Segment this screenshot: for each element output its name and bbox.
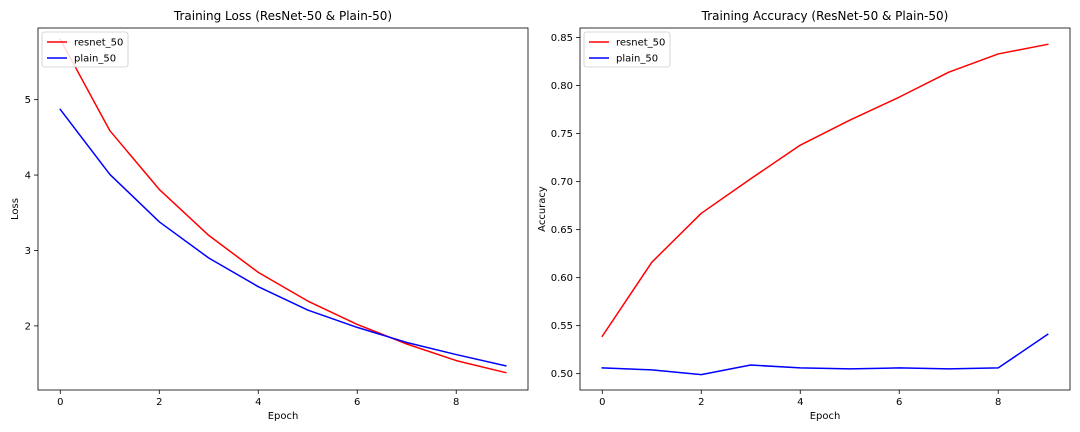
- x-tick-label: 6: [896, 397, 902, 408]
- x-tick-label: 2: [156, 397, 162, 408]
- y-tick-label: 4: [25, 171, 31, 182]
- series-line-resnet_50: [59, 38, 507, 374]
- x-tick-label: 6: [354, 397, 360, 408]
- plot-frame: [37, 27, 529, 391]
- y-tick-label: 0.55: [551, 321, 573, 332]
- legend-label-resnet_50: resnet_50: [74, 38, 123, 49]
- x-tick-label: 8: [453, 397, 459, 408]
- y-axis-label: Loss: [10, 198, 21, 220]
- x-axis-label: Epoch: [810, 411, 841, 422]
- chart-1: Training Loss (ResNet-50 & Plain-50) 0 2 4 6…: [10, 9, 529, 422]
- plot-frame: [579, 27, 1071, 391]
- x-axis-label: Epoch: [268, 411, 299, 422]
- y-axis-label: Accuracy: [537, 186, 548, 232]
- chart-2: Training Accuracy (ResNet-50 & Plain-50)…: [537, 9, 1071, 422]
- y-tick-label: 0.50: [551, 369, 573, 380]
- chart-title: Training Accuracy (ResNet-50 & Plain-50): [701, 9, 949, 23]
- y-tick-label: 0.80: [551, 81, 573, 92]
- y-tick-label: 0.75: [551, 129, 573, 140]
- x-tick-label: 2: [698, 397, 704, 408]
- x-tick-label: 4: [797, 397, 803, 408]
- legend-label-plain_50: plain_50: [616, 54, 658, 65]
- legend-label-resnet_50: resnet_50: [616, 38, 665, 49]
- x-tick-label: 0: [599, 397, 605, 408]
- y-tick-label: 3: [25, 246, 31, 257]
- legend: resnet_50 plain_50: [41, 31, 129, 68]
- series-line-resnet_50: [601, 43, 1049, 338]
- x-tick-label: 4: [255, 397, 261, 408]
- series-line-plain_50: [59, 108, 507, 367]
- legend: resnet_50 plain_50: [583, 31, 671, 68]
- series-line-plain_50: [601, 333, 1049, 376]
- y-tick-label: 0.60: [551, 273, 573, 284]
- y-tick-label: 0.85: [551, 33, 573, 44]
- x-tick-label: 8: [995, 397, 1001, 408]
- chart-title: Training Loss (ResNet-50 & Plain-50): [173, 9, 392, 23]
- y-tick-label: 2: [25, 321, 31, 332]
- legend-label-plain_50: plain_50: [74, 54, 116, 65]
- x-tick-label: 0: [57, 397, 63, 408]
- y-tick-label: 0.65: [551, 225, 573, 236]
- y-tick-label: 0.70: [551, 177, 573, 188]
- y-tick-label: 5: [25, 95, 31, 106]
